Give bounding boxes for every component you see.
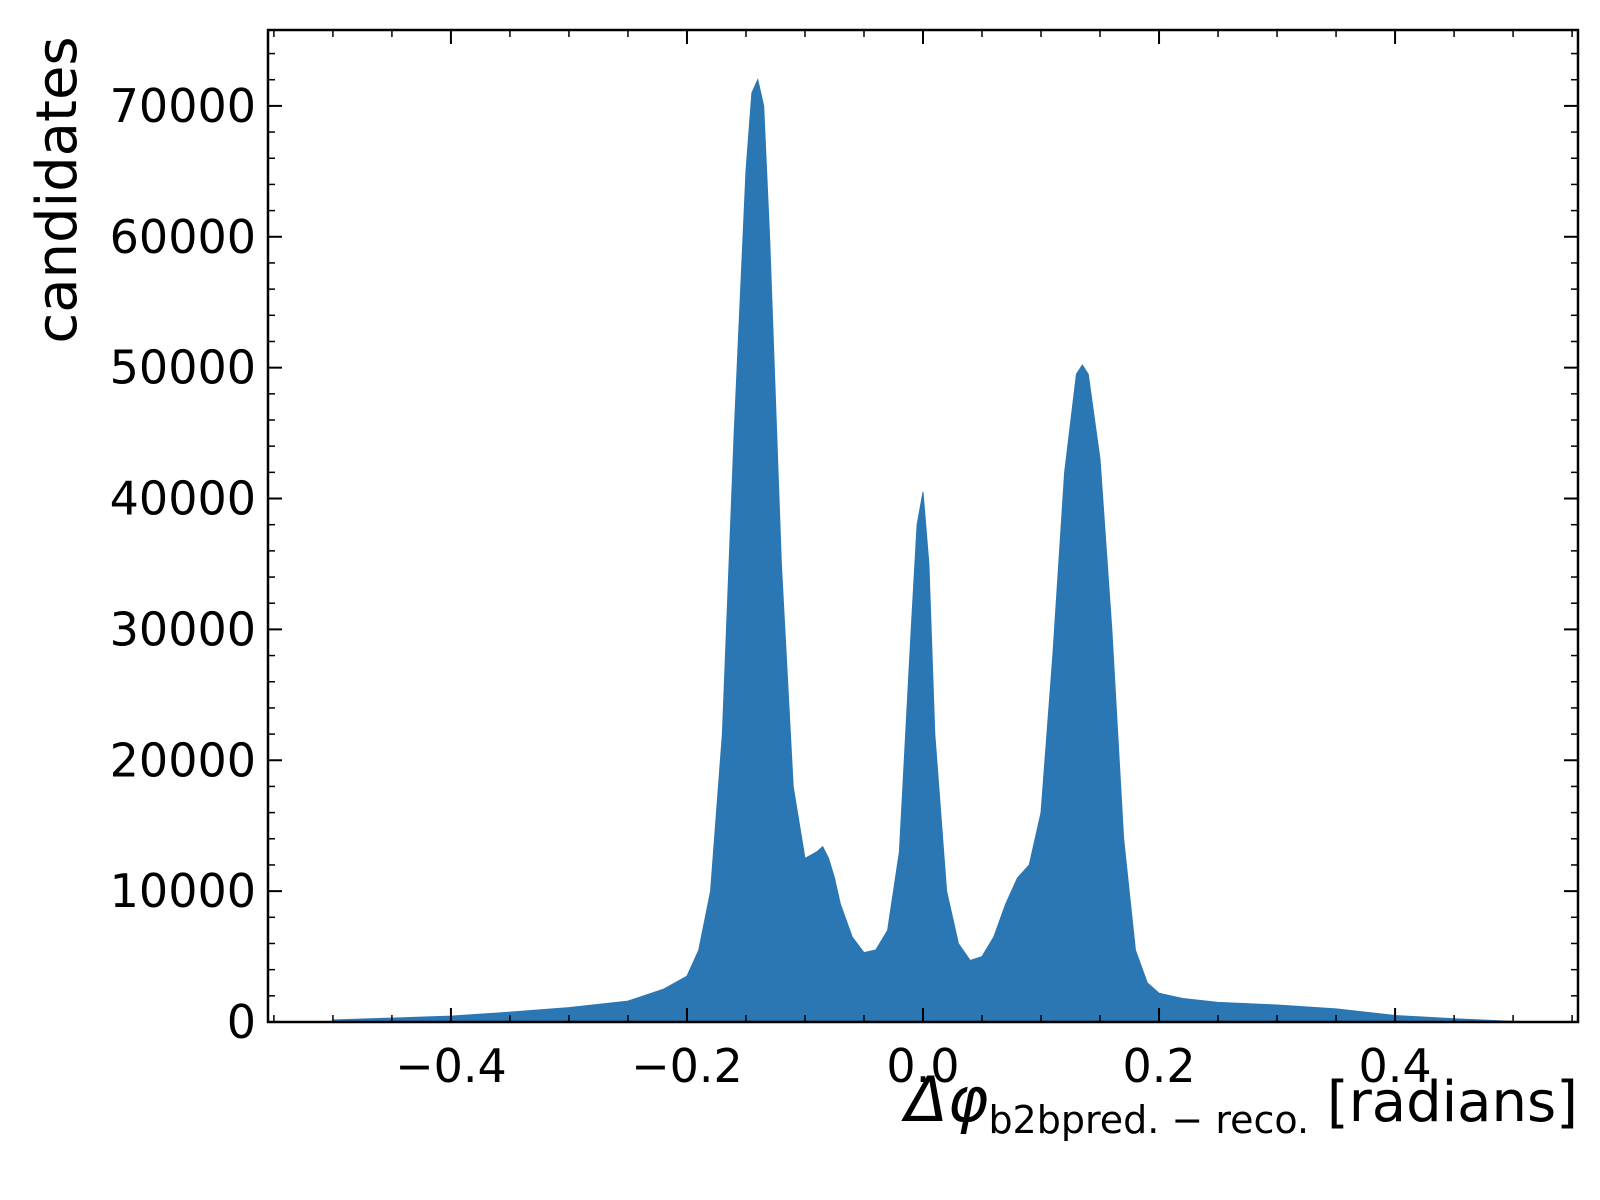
x-tick-label: −0.4	[395, 1039, 507, 1093]
x-axis-label: Δφb2bpred. − reco. [radians]	[901, 1063, 1578, 1142]
x-axis-label-unit: [radians]	[1327, 1070, 1578, 1135]
axis-ticks	[268, 30, 1578, 1023]
plot-area	[332, 78, 1514, 1023]
x-axis-label-subscript: b2bpred. − reco.	[988, 1098, 1309, 1142]
y-axis-label: candidates	[25, 36, 90, 343]
histogram-fill	[332, 78, 1514, 1023]
x-tick-label: 0.0	[886, 1039, 959, 1093]
x-tick-label: 0.2	[1122, 1039, 1195, 1093]
y-tick-label: 70000	[110, 79, 256, 133]
y-tick-label: 20000	[110, 733, 256, 787]
y-tick-label: 30000	[110, 602, 256, 656]
y-tick-label: 10000	[110, 864, 256, 918]
y-tick-label: 50000	[110, 341, 256, 395]
x-axis-label-symbol: Δφ	[901, 1063, 988, 1136]
x-tick-label: 0.4	[1358, 1039, 1431, 1093]
y-tick-label: 0	[227, 995, 256, 1049]
x-tick-label: −0.2	[631, 1039, 743, 1093]
axis-tick-labels: −0.4 −0.2 0.0 0.2 0.4 0 10000 20000 30000 40000 50…	[110, 79, 1432, 1093]
y-tick-label: 60000	[110, 210, 256, 264]
y-tick-label: 40000	[110, 472, 256, 526]
